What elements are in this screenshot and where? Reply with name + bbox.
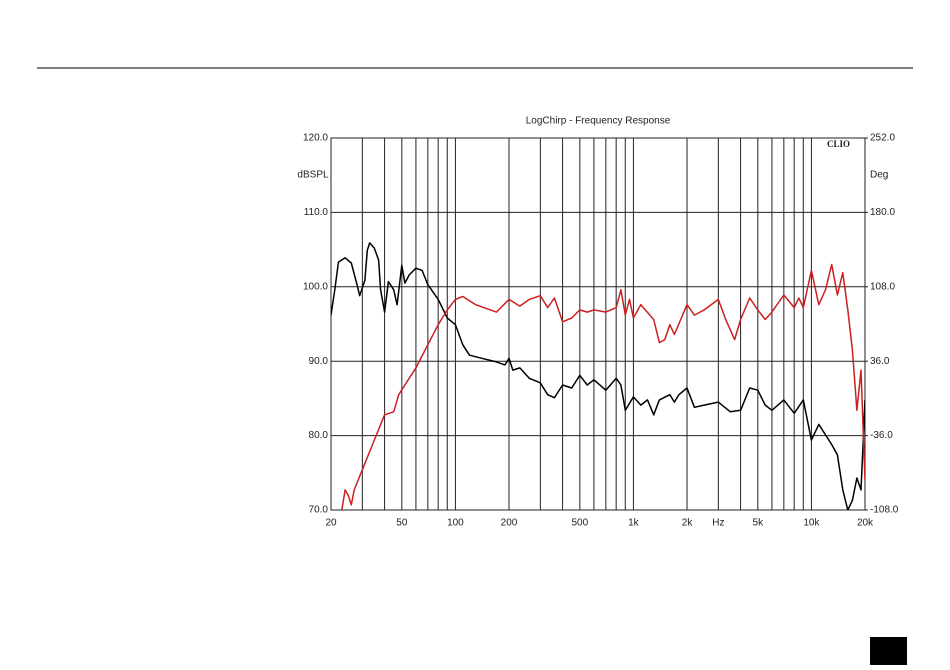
y2-tick-label: 108.0 xyxy=(870,281,895,292)
x-tick-label: 200 xyxy=(501,518,518,529)
y-tick-label: 120.0 xyxy=(303,133,328,144)
y2-axis-label: Deg xyxy=(870,170,888,181)
y2-tick-label: 36.0 xyxy=(870,356,890,367)
x-tick-label: 10k xyxy=(803,518,820,529)
y-axis-label: dBSPL xyxy=(297,170,329,181)
y-tick-label: 100.0 xyxy=(303,281,328,292)
y-tick-label: 70.0 xyxy=(309,505,329,516)
y2-tick-label: 180.0 xyxy=(870,207,895,218)
y-tick-label: 110.0 xyxy=(304,207,329,218)
x-tick-label: 5k xyxy=(753,518,765,529)
x-tick-label: Hz xyxy=(712,518,724,529)
series-line xyxy=(331,242,865,510)
series-line xyxy=(341,263,865,510)
x-tick-label: 100 xyxy=(447,518,464,529)
x-tick-label: 20k xyxy=(857,518,874,529)
x-tick-label: 500 xyxy=(571,518,588,529)
x-tick-label: 20 xyxy=(325,518,337,529)
y-tick-label: 80.0 xyxy=(309,430,329,441)
y2-tick-label: -36.0 xyxy=(870,430,893,441)
y2-tick-label: -108.0 xyxy=(870,505,899,516)
plot-area xyxy=(331,242,865,510)
y2-tick-label: 252.0 xyxy=(870,133,895,144)
x-tick-label: 1k xyxy=(628,518,640,529)
page-marker xyxy=(870,637,907,665)
chart-title: LogChirp - Frequency Response xyxy=(526,116,671,127)
x-tick-label: 2k xyxy=(682,518,694,529)
x-tick-label: 50 xyxy=(396,518,408,529)
plot-frame xyxy=(330,137,866,511)
y-tick-label: 90.0 xyxy=(309,356,329,367)
annotation: CLIO xyxy=(827,139,850,149)
